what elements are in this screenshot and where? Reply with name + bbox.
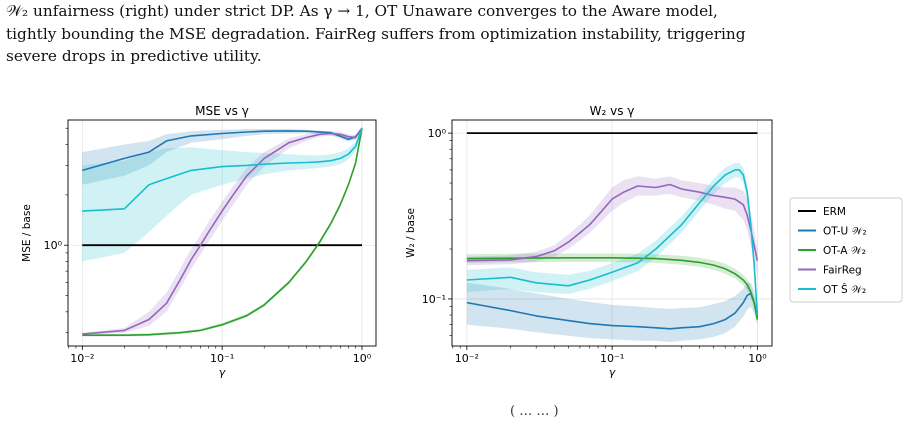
legend-label-fairreg: FairReg xyxy=(823,265,862,277)
x-tick-label: 10⁻² xyxy=(455,352,479,365)
legend-box xyxy=(789,197,903,303)
y-axis-label: MSE / base xyxy=(21,204,33,262)
x-tick-label: 10⁻¹ xyxy=(600,352,624,365)
x-tick-label: 10⁰ xyxy=(748,352,767,365)
legend-label-erm: ERM xyxy=(823,206,846,218)
series-line-ot-a xyxy=(466,257,759,320)
chart-title: W₂ vs γ xyxy=(590,104,635,118)
series-line-ot xyxy=(82,127,363,212)
y-axis-label: W₂ / base xyxy=(405,208,417,258)
band-fairreg xyxy=(466,176,758,275)
series-line-ot-a xyxy=(82,128,363,336)
plot-area xyxy=(466,132,759,342)
caption-line-1: 𝒲₂ unfairness (right) under strict DP. A… xyxy=(6,2,718,20)
legend-label-ot: OT Ŝ 𝒲₂ xyxy=(823,283,866,296)
chart-2: 10⁻² 10⁻¹ 10⁰ 10⁻¹ 10⁰ W₂ vs γ γ W₂ / base xyxy=(405,104,773,379)
legend-label-ot-a: OT-A 𝒲₂ xyxy=(823,245,866,257)
legend: ERM OT-U 𝒲₂ OT-A 𝒲₂ FairReg OT Ŝ 𝒲₂ xyxy=(789,197,903,303)
x-tick-label: 10⁻² xyxy=(70,352,94,365)
band-ot xyxy=(82,126,363,262)
chart-1: 10⁻² 10⁻¹ 10⁰ 10⁰ MSE vs γ γ MSE / base xyxy=(21,104,377,379)
caption-line-2: tightly bounding the MSE degradation. Fa… xyxy=(6,24,746,43)
footer-fragment: ( … … ) xyxy=(510,404,559,419)
legend-label-ot-u: OT-U 𝒲₂ xyxy=(823,226,867,238)
figure-caption: 𝒲₂ unfairness (right) under strict DP. A… xyxy=(6,0,910,68)
series-line-ot-u xyxy=(82,127,363,172)
series-line-fairreg xyxy=(466,183,759,262)
x-tick-label: 10⁻¹ xyxy=(210,352,234,365)
y-tick-label: 10⁻¹ xyxy=(422,293,446,306)
y-tick-label: 10⁰ xyxy=(428,127,447,140)
caption-line-3: severe drops in predictive utility. xyxy=(6,47,262,65)
plot-area xyxy=(82,126,363,337)
chart-title: MSE vs γ xyxy=(195,104,249,118)
series-line-ot-u xyxy=(466,292,759,330)
band-ot-u xyxy=(82,126,363,185)
x-axis-label: γ xyxy=(609,366,616,379)
x-axis-label: γ xyxy=(219,366,226,379)
series-line-ot xyxy=(466,169,759,316)
y-tick-label: 10⁰ xyxy=(44,239,63,252)
series-line-fairreg xyxy=(82,127,363,335)
x-tick-label: 10⁰ xyxy=(353,352,372,365)
